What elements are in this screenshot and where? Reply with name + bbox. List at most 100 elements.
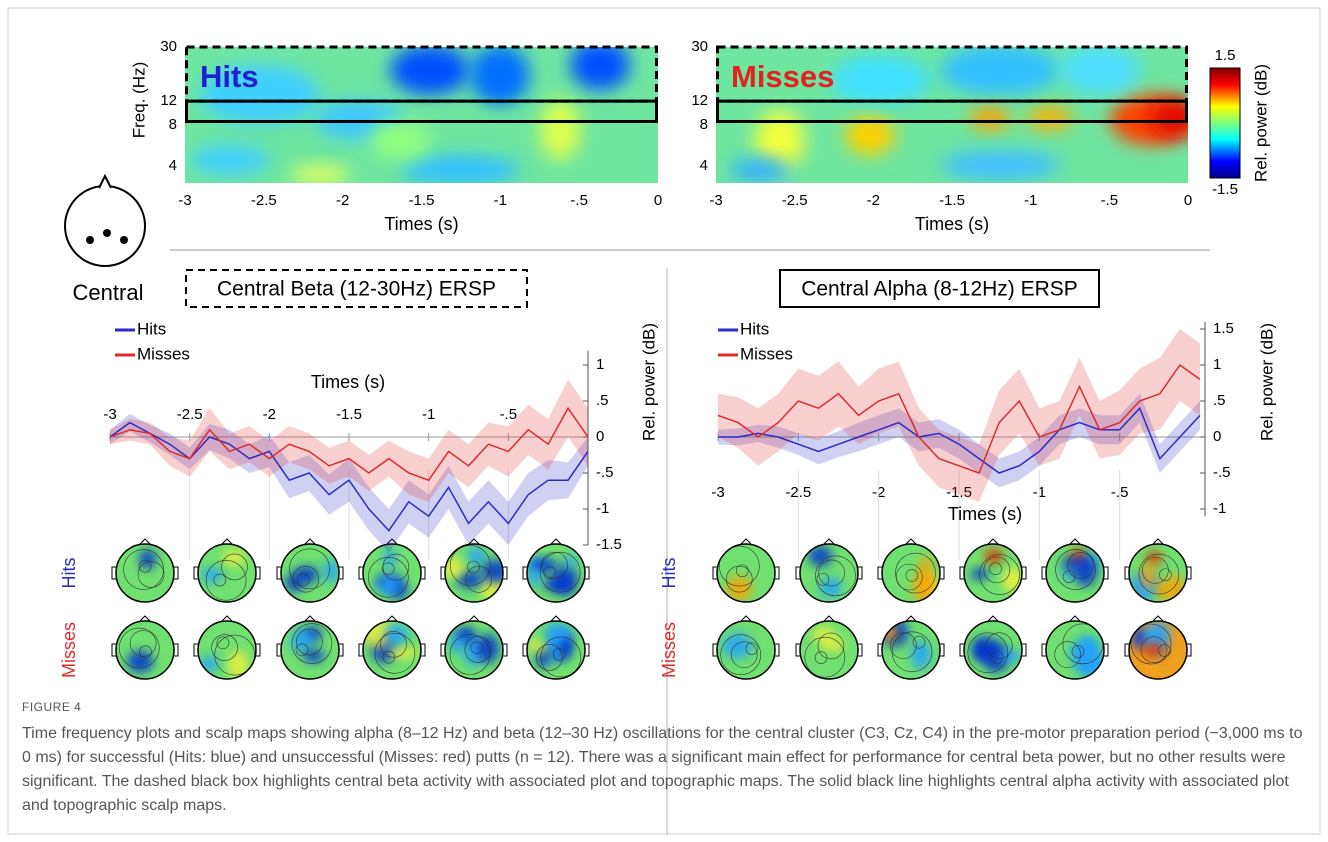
- scalp-contour: [449, 545, 491, 586]
- scalp-outline: [1128, 543, 1188, 603]
- y-tick-label: 0: [596, 428, 604, 445]
- y-tick-label: 8: [700, 116, 708, 133]
- error-band: [110, 379, 588, 502]
- scalp-ear: [358, 538, 426, 580]
- heatmap-label: Hits: [200, 59, 259, 94]
- scalp-contour: [983, 556, 1011, 584]
- scalp-ear: [193, 615, 261, 657]
- scalp-contour: [814, 651, 828, 664]
- heatmap-blob: [190, 145, 270, 175]
- x-tick-label: -.5: [570, 192, 588, 209]
- scalp-contour: [289, 548, 330, 590]
- y-tick-label: 1: [596, 356, 604, 373]
- scalp-contour: [804, 636, 846, 678]
- x-tick-label: -.5: [1101, 192, 1119, 209]
- scalp-outline: [526, 620, 586, 680]
- scalp-outline: [115, 620, 175, 680]
- heatmap-label: Misses: [731, 59, 834, 94]
- scalp-outline: [799, 620, 859, 680]
- scalp-map: [116, 544, 174, 602]
- y-tick-label: 30: [691, 38, 708, 55]
- scalp-contour: [464, 636, 492, 663]
- scalp-ear: [877, 615, 945, 657]
- scalp-contour: [895, 563, 923, 591]
- scalp-contour: [1140, 636, 1168, 664]
- scalp-map: [527, 621, 585, 679]
- x-axis-label: Times (s): [948, 504, 1022, 524]
- scalp-contour: [292, 565, 320, 593]
- scalp-contour: [1158, 644, 1171, 657]
- y-tick-label: .5: [596, 392, 609, 409]
- heatmap-blob: [470, 47, 530, 105]
- title-box: [185, 269, 528, 308]
- scalp-contour: [221, 553, 248, 581]
- scalp-blob: [725, 576, 753, 601]
- y-tick-label: .5: [1213, 392, 1226, 409]
- scalp-contour: [1055, 549, 1096, 590]
- y-tick-label: -1.5: [596, 536, 622, 553]
- scalp-row-label: Hits: [659, 558, 679, 589]
- y-tick-label: 8: [169, 116, 177, 133]
- scalp-ear: [111, 615, 179, 657]
- scalp-blob: [323, 559, 339, 583]
- scalp-outline: [444, 620, 504, 680]
- x-axis-label: Times (s): [311, 372, 385, 392]
- scalp-contour: [1130, 623, 1172, 665]
- scalp-contour: [552, 647, 566, 661]
- heatmap-blob: [755, 110, 805, 170]
- scalp-outline: [280, 620, 340, 680]
- scalp-ear: [276, 538, 344, 580]
- scalp-contour: [539, 551, 581, 593]
- scalp-contour: [1067, 552, 1094, 579]
- scalp-map: [1129, 621, 1187, 679]
- line: [718, 406, 1201, 474]
- y-tick-label: -.5: [596, 464, 614, 481]
- heatmap-blob: [1150, 98, 1188, 138]
- scalp-map: [964, 544, 1022, 602]
- scalp-contour: [214, 634, 255, 676]
- heatmap-blob: [845, 115, 895, 155]
- scalp-blob: [1007, 565, 1022, 592]
- title-box: [779, 269, 1100, 308]
- scalp-map: [363, 621, 421, 679]
- x-tick-label: -2: [263, 406, 276, 423]
- scalp-contour: [374, 633, 416, 674]
- caption-label: FIGURE 4: [22, 700, 82, 714]
- highlight-box: [185, 99, 658, 123]
- scalp-contour: [213, 573, 227, 587]
- colorbar-label: Rel. power (dB): [1251, 64, 1270, 182]
- scalp-ear: [1041, 538, 1109, 580]
- y-tick-label: 30: [160, 38, 177, 55]
- scalp-blob: [1146, 550, 1163, 566]
- scalp-contour: [895, 552, 936, 594]
- scalp-ear: [877, 538, 945, 580]
- x-tick-label: -1.5: [409, 192, 435, 209]
- head-label: Central: [73, 280, 144, 305]
- scalp-blob: [285, 573, 305, 593]
- colorbar: [1209, 67, 1241, 179]
- caption: FIGURE 4 Time frequency plots and scalp …: [22, 700, 1307, 818]
- x-tick-label: -3: [711, 484, 724, 501]
- scalp-blob: [467, 546, 486, 566]
- scalp-contour: [991, 651, 1004, 664]
- legend-label: Hits: [740, 319, 769, 338]
- y-axis-label: Rel. power (dB): [1257, 323, 1276, 441]
- x-tick-label: -1: [422, 406, 435, 423]
- scalp-contour: [137, 561, 165, 588]
- scalp-blob: [201, 567, 223, 583]
- scalp-row-label: Misses: [59, 622, 79, 678]
- scalp-map: [363, 544, 421, 602]
- scalp-outline: [1128, 620, 1188, 680]
- scalp-blob: [378, 574, 400, 596]
- scalp-ear: [522, 615, 590, 657]
- x-tick-label: -2: [867, 192, 880, 209]
- scalp-contour: [985, 632, 1013, 659]
- scalp-ear: [795, 538, 863, 580]
- scalp-outline: [197, 620, 257, 680]
- scalp-contour: [912, 635, 926, 649]
- heatmap-blob: [1060, 47, 1140, 95]
- scalp-blob: [543, 577, 573, 593]
- scalp-ear: [959, 538, 1027, 580]
